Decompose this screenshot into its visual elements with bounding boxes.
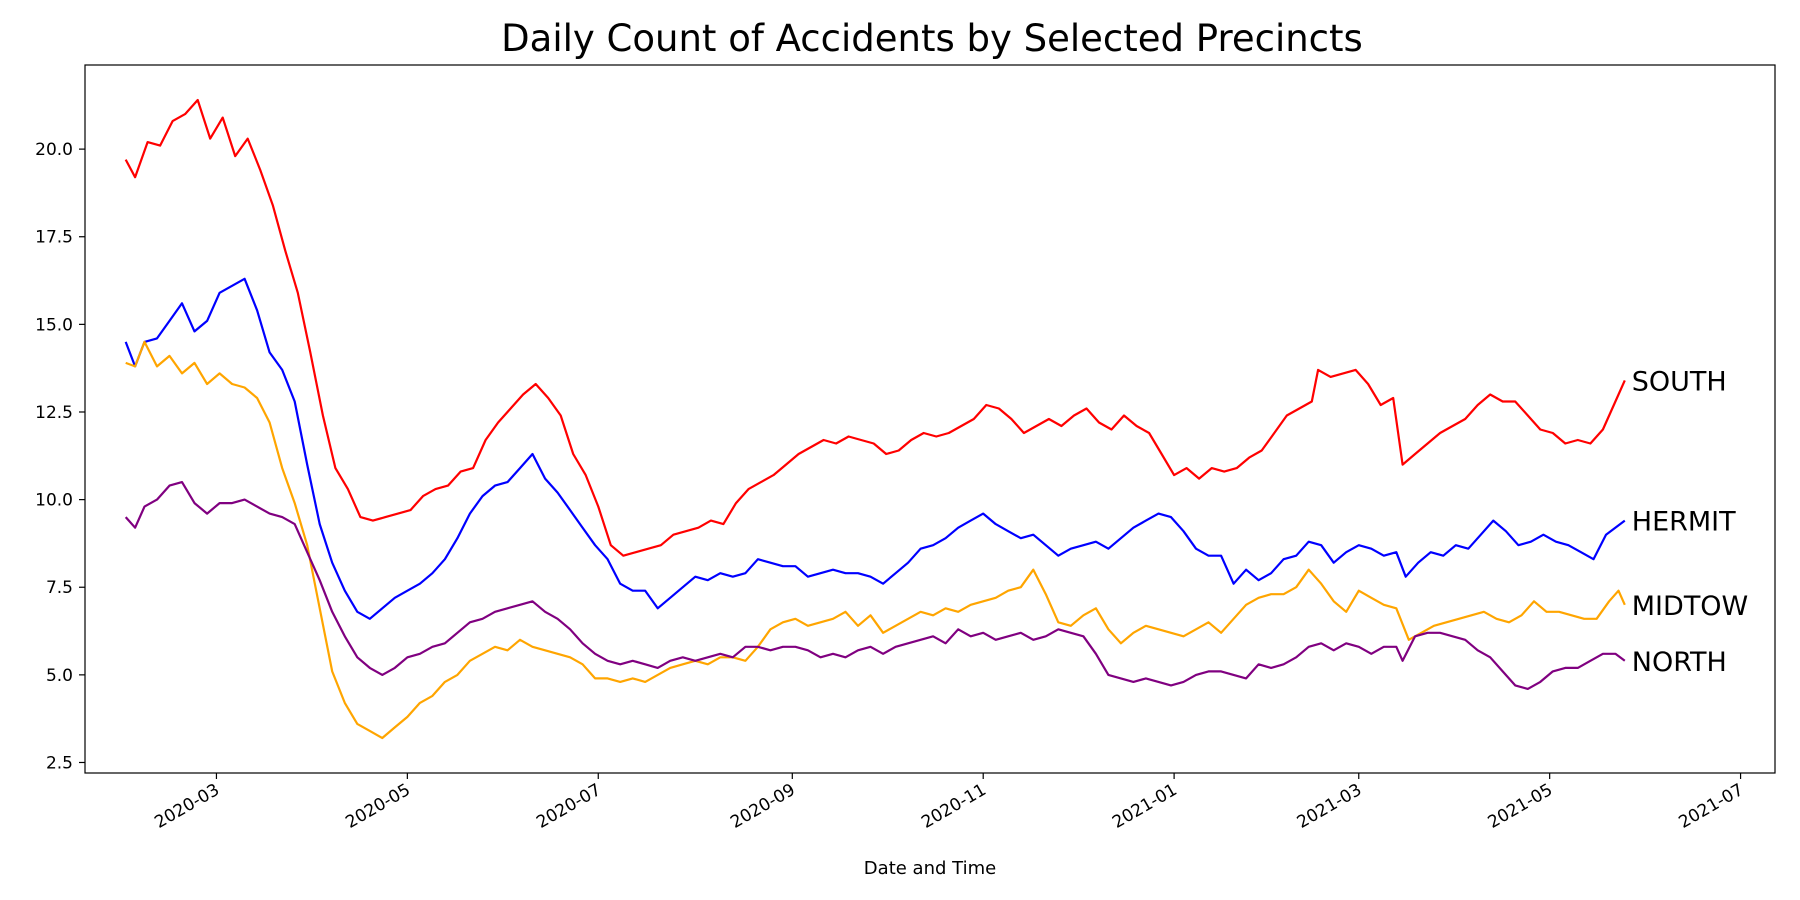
series-line-hermit [124,277,1626,620]
series-label-hermit: HERMIT [1632,507,1736,538]
series-label-north: NORTH [1632,647,1727,678]
y-tick-label: 20.0 [35,140,73,160]
series-label-south: SOUTH [1632,366,1727,397]
series-layer [124,98,1626,740]
y-axis: 2.5 5.0 7.5 10.0 12.5 15.0 17.5 20.0 [35,140,85,773]
chart-title: Daily Count of Accidents by Selected Pre… [501,17,1363,60]
x-tick-label: 2020-07 [533,780,605,833]
x-tick-label: 2020-09 [727,780,799,833]
plot-area-frame [84,64,1776,774]
x-tick-label: 2021-05 [1485,780,1557,833]
x-axis-label: Date and Time [864,858,996,879]
y-tick-label: 2.5 [46,753,73,773]
series-line-midtow [125,340,1626,740]
x-tick-label: 2020-11 [918,780,990,833]
y-tick-label: 10.0 [35,491,73,511]
y-tick-label: 7.5 [46,578,73,598]
x-tick-label: 2020-03 [151,780,223,833]
x-tick-label: 2020-05 [342,780,414,833]
x-tick-label: 2021-03 [1294,780,1366,833]
y-tick-label: 17.5 [35,228,73,248]
y-tick-label: 12.5 [35,403,73,423]
series-line-north [124,481,1626,691]
x-axis: 2020-03 2020-05 2020-07 2020-09 2020-11 2021-… [151,773,1747,833]
x-tick-label: 2021-07 [1676,780,1748,833]
series-line-south [124,98,1626,557]
x-tick-label: 2021-01 [1109,780,1181,833]
y-tick-label: 15.0 [35,315,73,335]
series-labels: SOUTH HERMIT MIDTOW NORTH [1632,366,1749,677]
y-tick-label: 5.0 [46,666,73,686]
series-label-midtow: MIDTOW [1632,591,1749,622]
